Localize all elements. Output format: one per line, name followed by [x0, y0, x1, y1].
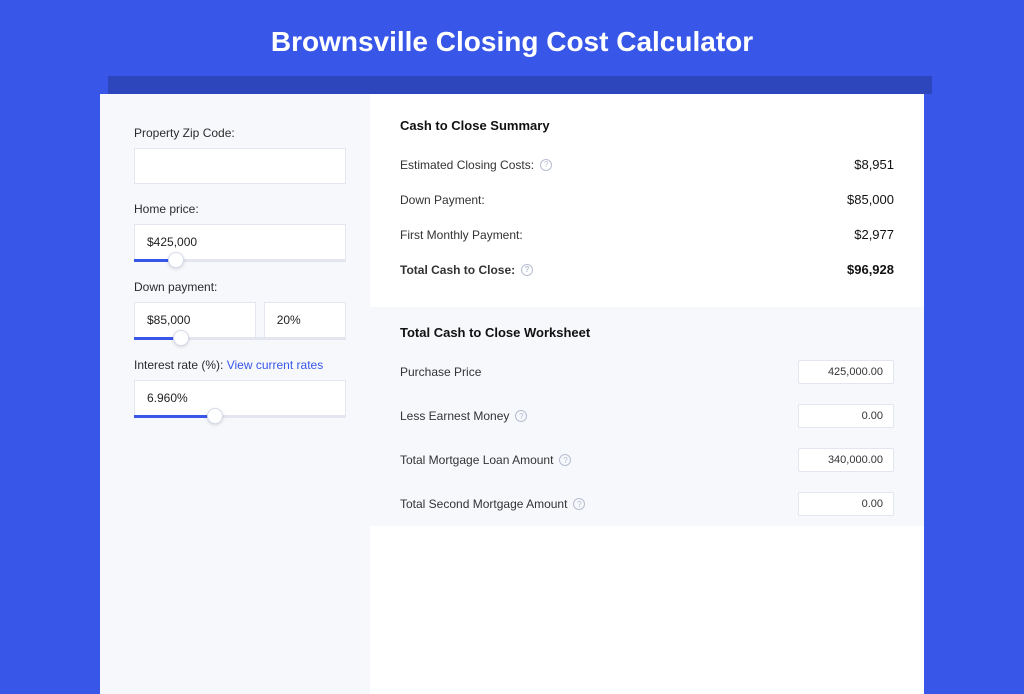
- interest-rate-label-text: Interest rate (%):: [134, 358, 223, 372]
- summary-row-label-text: Estimated Closing Costs:: [400, 158, 534, 172]
- summary-title: Cash to Close Summary: [400, 118, 894, 133]
- summary-row: Estimated Closing Costs:? $8,951: [400, 147, 894, 182]
- help-icon[interactable]: ?: [540, 159, 552, 171]
- worksheet-row: Total Second Mortgage Amount? 0.00: [400, 482, 894, 526]
- interest-rate-label: Interest rate (%): View current rates: [134, 358, 346, 372]
- down-payment-group: Down payment:: [134, 280, 346, 340]
- worksheet-row-label: Purchase Price: [400, 365, 481, 379]
- home-price-label: Home price:: [134, 202, 346, 216]
- zip-group: Property Zip Code:: [134, 126, 346, 184]
- worksheet-row: Purchase Price 425,000.00: [400, 350, 894, 394]
- down-payment-pct-input[interactable]: [264, 302, 346, 338]
- worksheet-panel: Total Cash to Close Worksheet Purchase P…: [370, 307, 924, 526]
- calculator-card: Property Zip Code: Home price: Down paym…: [100, 94, 924, 694]
- worksheet-row: Less Earnest Money? 0.00: [400, 394, 894, 438]
- summary-row-value: $2,977: [854, 227, 894, 242]
- help-icon[interactable]: ?: [559, 454, 571, 466]
- worksheet-row-value[interactable]: 425,000.00: [798, 360, 894, 384]
- summary-list: Estimated Closing Costs:? $8,951 Down Paym…: [400, 147, 894, 287]
- summary-row-label-text: Down Payment:: [400, 193, 485, 207]
- home-price-input[interactable]: [134, 224, 346, 260]
- down-payment-slider-thumb[interactable]: [173, 330, 189, 346]
- spacer: [400, 287, 894, 307]
- summary-row-label: First Monthly Payment:: [400, 228, 523, 242]
- worksheet-row-label-text: Total Mortgage Loan Amount: [400, 453, 553, 467]
- zip-input[interactable]: [134, 148, 346, 184]
- down-payment-input[interactable]: [134, 302, 256, 338]
- home-price-slider-thumb[interactable]: [168, 252, 184, 268]
- home-price-slider[interactable]: [134, 259, 346, 262]
- summary-row-value: $96,928: [847, 262, 894, 277]
- page-title: Brownsville Closing Cost Calculator: [0, 0, 1024, 76]
- inputs-panel: Property Zip Code: Home price: Down paym…: [100, 94, 370, 694]
- interest-rate-input[interactable]: [134, 380, 346, 416]
- help-icon[interactable]: ?: [521, 264, 533, 276]
- worksheet-row-value[interactable]: 0.00: [798, 492, 894, 516]
- down-payment-slider[interactable]: [134, 337, 346, 340]
- worksheet-row-label: Less Earnest Money?: [400, 409, 527, 423]
- worksheet-row-value[interactable]: 0.00: [798, 404, 894, 428]
- zip-label: Property Zip Code:: [134, 126, 346, 140]
- worksheet-row-label-text: Purchase Price: [400, 365, 481, 379]
- summary-row: Down Payment: $85,000: [400, 182, 894, 217]
- summary-row-label: Total Cash to Close:?: [400, 263, 533, 277]
- interest-rate-slider[interactable]: [134, 415, 346, 418]
- worksheet-row-value[interactable]: 340,000.00: [798, 448, 894, 472]
- home-price-group: Home price:: [134, 202, 346, 262]
- worksheet-row: Total Mortgage Loan Amount? 340,000.00: [400, 438, 894, 482]
- summary-row-label: Down Payment:: [400, 193, 485, 207]
- summary-row-label-text: Total Cash to Close:: [400, 263, 515, 277]
- interest-rate-group: Interest rate (%): View current rates: [134, 358, 346, 418]
- summary-row: First Monthly Payment: $2,977: [400, 217, 894, 252]
- worksheet-row-label-text: Total Second Mortgage Amount: [400, 497, 567, 511]
- summary-row: Total Cash to Close:? $96,928: [400, 252, 894, 287]
- summary-row-label: Estimated Closing Costs:?: [400, 158, 552, 172]
- summary-row-value: $85,000: [847, 192, 894, 207]
- worksheet-title: Total Cash to Close Worksheet: [400, 325, 894, 340]
- worksheet-row-label: Total Mortgage Loan Amount?: [400, 453, 571, 467]
- help-icon[interactable]: ?: [515, 410, 527, 422]
- interest-rate-slider-thumb[interactable]: [207, 408, 223, 424]
- card-shadow-accent: [108, 76, 932, 94]
- results-panel: Cash to Close Summary Estimated Closing …: [370, 94, 924, 694]
- worksheet-row-label-text: Less Earnest Money: [400, 409, 509, 423]
- summary-row-value: $8,951: [854, 157, 894, 172]
- down-payment-label: Down payment:: [134, 280, 346, 294]
- worksheet-row-label: Total Second Mortgage Amount?: [400, 497, 585, 511]
- view-rates-link[interactable]: View current rates: [227, 358, 324, 372]
- worksheet-list: Purchase Price 425,000.00 Less Earnest Mon…: [400, 350, 894, 526]
- help-icon[interactable]: ?: [573, 498, 585, 510]
- summary-row-label-text: First Monthly Payment:: [400, 228, 523, 242]
